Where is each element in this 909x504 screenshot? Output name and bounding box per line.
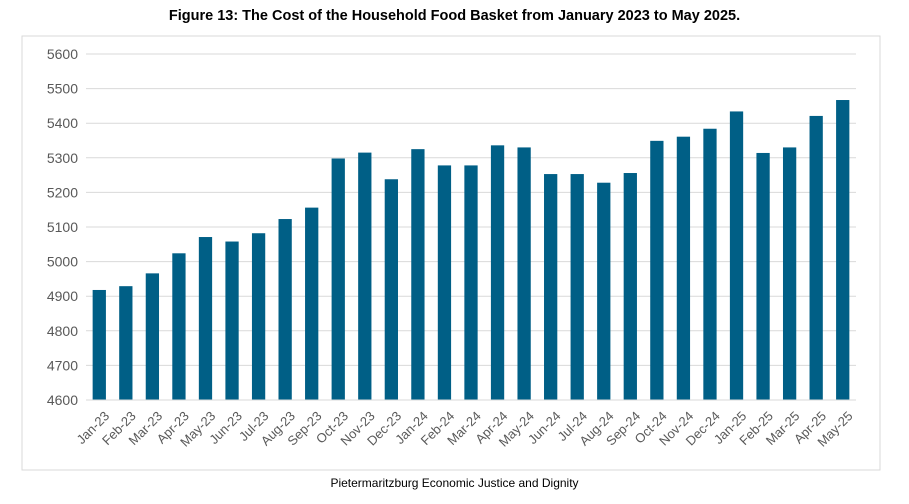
bar-sep-23 xyxy=(305,207,319,400)
bar-mar-23 xyxy=(145,273,160,400)
bar-jul-24 xyxy=(570,174,584,400)
chart-title: Figure 13: The Cost of the Household Foo… xyxy=(168,8,741,24)
bars xyxy=(92,100,850,401)
bar-aug-23 xyxy=(278,219,292,400)
bar-sep-24 xyxy=(623,173,637,400)
bar-jan-23 xyxy=(92,289,106,400)
bar-oct-24 xyxy=(650,140,664,400)
y-tick-label: 5100 xyxy=(47,219,78,235)
bar-may-23 xyxy=(198,237,213,400)
bar-may-24 xyxy=(517,147,531,400)
y-tick-label: 5200 xyxy=(47,184,78,200)
y-tick-label: 5500 xyxy=(47,81,78,97)
bar-apr-25 xyxy=(809,115,823,401)
bar-jan-24 xyxy=(411,149,425,400)
y-tick-label: 4800 xyxy=(47,323,78,339)
bar-jun-23 xyxy=(225,241,239,400)
x-axis-ticks: Jan-23Feb-23Mar-23Apr-23May-23Jun-23Jul-… xyxy=(73,408,855,449)
bar-aug-24 xyxy=(597,182,611,400)
bar-dec-24 xyxy=(703,128,717,401)
bar-nov-24 xyxy=(676,136,691,400)
bar-feb-23 xyxy=(119,286,133,400)
bar-jun-24 xyxy=(544,174,558,400)
y-tick-label: 5600 xyxy=(47,46,78,62)
bar-jul-23 xyxy=(251,233,266,400)
y-tick-label: 5400 xyxy=(47,115,78,131)
chart-frame xyxy=(21,35,881,471)
bar-dec-23 xyxy=(384,179,398,400)
y-axis-ticks: 4600 4700 4800 4900 5000 5100 5200 5300 5400 5500… xyxy=(47,46,78,408)
y-tick-label: 4600 xyxy=(47,392,78,408)
bar-may-25 xyxy=(836,100,850,401)
bar-mar-24 xyxy=(464,165,478,400)
bar-feb-24 xyxy=(437,165,452,400)
y-tick-label: 5300 xyxy=(47,150,78,166)
bar-oct-23 xyxy=(331,158,345,400)
bar-jan-25 xyxy=(729,111,744,400)
y-tick-label: 4700 xyxy=(47,357,78,373)
source-caption: Pietermaritzburg Economic Justice and Di… xyxy=(330,476,579,490)
bar-nov-23 xyxy=(358,152,372,400)
y-tick-label: 5000 xyxy=(47,254,78,270)
bar-feb-25 xyxy=(756,152,770,400)
bar-apr-24 xyxy=(490,145,505,400)
bar-apr-23 xyxy=(172,253,186,400)
bar-mar-25 xyxy=(782,147,797,400)
y-tick-label: 4900 xyxy=(47,288,78,304)
